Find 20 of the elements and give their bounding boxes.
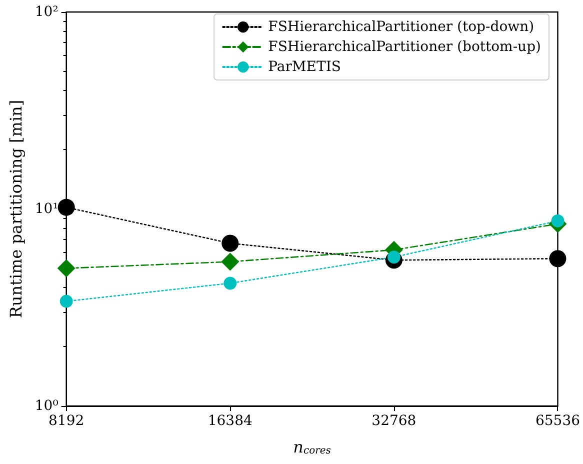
point <box>60 294 73 308</box>
legend-label: ParMETIS <box>268 59 341 75</box>
x-axis-title: ncores <box>293 438 331 456</box>
point <box>222 234 239 252</box>
x-tick-label: 65536 <box>535 413 580 429</box>
point <box>551 214 564 228</box>
legend-label: FSHierarchicalPartitioner (bottom-up) <box>268 39 542 55</box>
y-tick-label: 10⁰ <box>34 398 59 414</box>
point <box>58 198 75 216</box>
point <box>57 259 76 278</box>
y-axis-title: Runtime partitioning [min] <box>6 100 26 318</box>
x-tick-label: 32768 <box>372 413 416 429</box>
point <box>224 276 237 290</box>
point <box>549 250 566 268</box>
point <box>221 252 240 271</box>
y-tick-label: 10² <box>34 4 58 20</box>
x-tick-label: 16384 <box>208 413 252 429</box>
x-tick-label: 8192 <box>48 413 84 429</box>
y-tick-label: 10¹ <box>34 201 58 217</box>
legend-label: FSHierarchicalPartitioner (top-down) <box>268 19 534 35</box>
